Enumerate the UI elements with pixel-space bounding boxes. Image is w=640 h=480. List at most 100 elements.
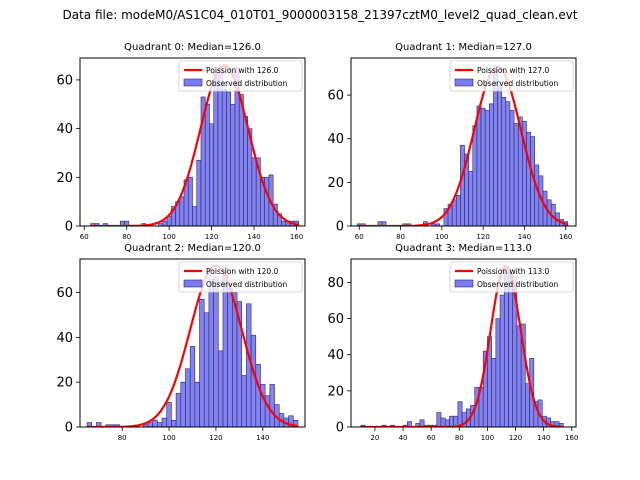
histogram-bar (457, 401, 463, 427)
y-tick-label: 60 (56, 73, 73, 88)
legend-label-observed: Observed distribution (477, 280, 558, 289)
y-tick-label: 0 (336, 220, 344, 235)
histogram-bar (491, 358, 497, 427)
histogram-bar (238, 94, 244, 226)
subplot-title: Quadrant 1: Median=127.0 (395, 42, 532, 53)
histogram-bar (152, 419, 158, 427)
histogram-bar (513, 123, 519, 226)
histogram-bar (472, 125, 478, 226)
y-tick-label: 20 (327, 384, 344, 399)
histogram-bar (185, 368, 191, 427)
axes-frame (79, 57, 306, 227)
x-tick-label: 160 (559, 233, 572, 241)
histogram-bar (203, 312, 210, 427)
histogram-bar (192, 206, 198, 226)
subplot-title: Quadrant 2: Median=120.0 (124, 243, 261, 254)
histogram-bar (246, 303, 252, 427)
histogram-bar (499, 294, 505, 427)
histogram-bar (526, 131, 531, 226)
histogram-bar (516, 325, 522, 427)
x-tick-label: 100 (435, 233, 448, 241)
histogram-bar (460, 144, 465, 226)
histogram-bar (162, 220, 168, 226)
histogram-bar (440, 417, 446, 427)
histogram-bar (525, 383, 530, 427)
x-tick-label: 60 (80, 233, 89, 241)
histogram-bar (199, 299, 205, 427)
x-tick-label: 140 (256, 434, 269, 442)
y-tick-label: 40 (56, 122, 73, 137)
legend-box (178, 261, 303, 293)
x-tick-label: 80 (118, 434, 127, 442)
histogram-bar (230, 103, 236, 226)
histogram-bar (180, 381, 186, 427)
histogram-bar (250, 334, 257, 427)
histogram-bar (243, 116, 248, 226)
legend-label-poisson: Poission with 113.0 (477, 267, 550, 276)
legend-label-observed: Observed distribution (206, 280, 287, 289)
histogram-bar (213, 72, 219, 226)
figure-suptitle: Data file: modeM0/AS1C04_010T01_90000031… (62, 8, 578, 22)
histogram-bar (534, 164, 540, 226)
histogram-bar (419, 419, 425, 427)
histogram-bar (196, 159, 202, 226)
histogram-bar (147, 422, 153, 427)
histogram-bar (455, 195, 461, 226)
y-tick-label: 40 (327, 132, 344, 147)
histogram-bar (269, 384, 275, 427)
x-tick-label: 100 (162, 434, 175, 442)
x-tick-label: 40 (399, 434, 408, 442)
histogram-bar (221, 89, 227, 226)
subplot-quadrant-2: Quadrant 2: Median=120.0 0 20 40 60 80 100 120 1… (56, 243, 306, 442)
histogram-bar (217, 350, 224, 427)
x-tick-label: 140 (537, 434, 550, 442)
histogram-bar (381, 221, 387, 226)
histogram-bar (520, 323, 526, 427)
x-tick-label: 60 (427, 434, 436, 442)
histogram-bar (509, 110, 515, 226)
y-tick-label: 80 (327, 276, 344, 291)
histogram-bar (194, 381, 200, 427)
histogram-bar (264, 177, 270, 226)
histogram-bar (217, 67, 223, 226)
poisson-curve (90, 64, 299, 226)
y-tick-label: 0 (65, 421, 73, 436)
histogram-bar (476, 105, 482, 226)
plot-area (356, 65, 569, 226)
x-tick-label: 100 (481, 434, 494, 442)
histogram-bar (166, 402, 172, 427)
legend-label-poisson: Poission with 127.0 (477, 66, 550, 75)
x-tick-label: 120 (209, 434, 222, 442)
subplot-quadrant-0: Quadrant 0: Median=126.0 0 20 40 60 60 80 100 12… (56, 42, 306, 241)
x-tick-label: 160 (290, 233, 303, 241)
y-tick-label: 60 (56, 286, 73, 301)
histogram-bar (157, 422, 163, 427)
y-tick-label: 60 (327, 89, 344, 104)
histogram-bar (508, 273, 514, 427)
legend-box (449, 60, 574, 92)
legend-bar-swatch (183, 279, 203, 288)
legend-label-observed: Observed distribution (477, 79, 558, 88)
x-tick-label: 140 (247, 233, 260, 241)
histogram-bar (505, 101, 511, 226)
histogram-bar (208, 278, 214, 427)
subplot-title: Quadrant 0: Median=126.0 (124, 42, 261, 53)
y-tick-label: 20 (327, 176, 344, 191)
histogram-bar (251, 157, 257, 226)
axes-frame (350, 258, 577, 428)
histogram-bar (468, 171, 474, 226)
y-tick-label: 60 (327, 312, 344, 327)
x-tick-label: 160 (565, 434, 578, 442)
histogram-bar (226, 91, 232, 226)
x-tick-label: 60 (355, 233, 364, 241)
legend-label-poisson: Poission with 126.0 (206, 66, 279, 75)
legend-bar-swatch (454, 78, 474, 87)
axes-frame (79, 258, 306, 428)
histogram-bar (187, 177, 193, 226)
histogram-bar (406, 421, 412, 427)
y-tick-label: 0 (65, 220, 73, 235)
histogram-bar (213, 276, 219, 427)
histogram-bar (171, 419, 177, 427)
histogram-bar (209, 123, 215, 226)
